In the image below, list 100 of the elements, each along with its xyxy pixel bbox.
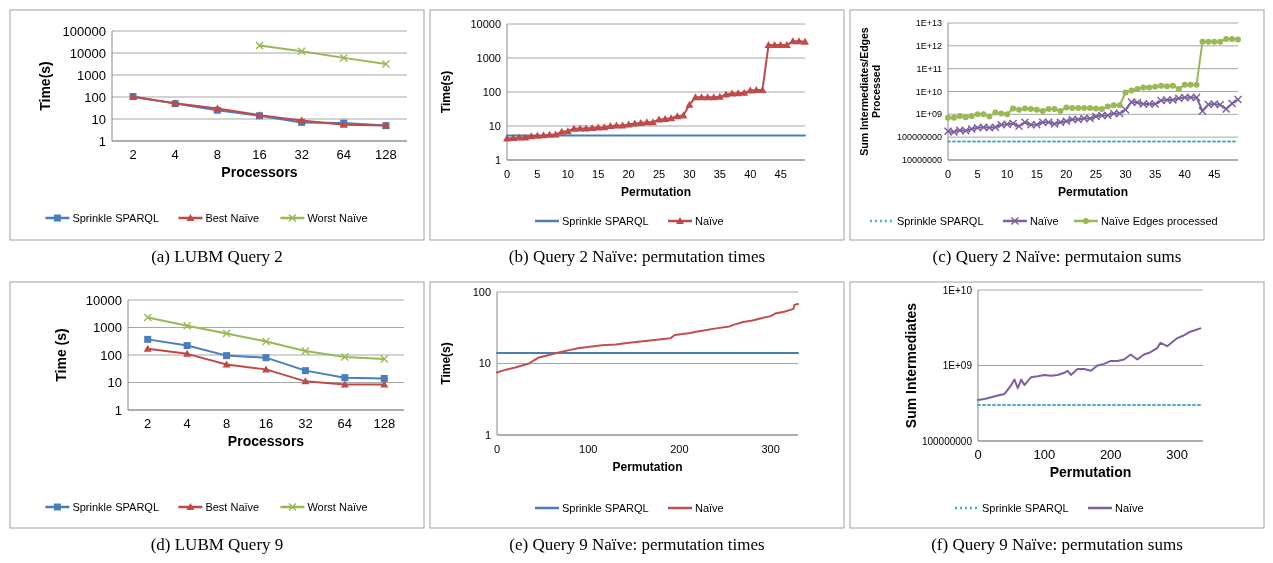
x-tick-label: 40 [744,168,757,180]
y-tick-label: 1000 [93,320,122,336]
y-tick-label: 10 [107,375,122,391]
y-tick-label: 100 [472,285,491,298]
x-tick-label: 40 [1178,168,1191,180]
x-tick-label: 300 [1166,447,1188,462]
x-tick-label: 15 [1030,168,1043,180]
x-axis-title: Processors [221,164,298,180]
legend-label: Best Naïve [205,211,260,224]
legend-label: Worst Naïve [307,211,368,224]
x-tick-label: 10 [561,168,574,180]
y-tick-label: 1E+10 [942,284,973,296]
x-tick-label: 30 [683,168,696,180]
legend-label: Naïve [695,501,724,514]
x-tick-label: 128 [373,416,396,431]
y-tick-label: 1 [494,153,501,166]
x-tick-label: 2 [129,147,137,162]
x-tick-label: 30 [1119,168,1132,180]
y-axis-title: Time(s) [439,342,453,385]
text: (a) LUBM Query 2 [151,247,283,266]
y-tick-label: 1000 [476,51,501,64]
y-tick-label: 100000000 [896,132,942,143]
legend-label: Sprinkle SPARQL [896,214,984,227]
x-tick-label: 0 [493,443,501,455]
x-tick-label: 45 [774,168,787,180]
legend-label: Naïve [1029,214,1059,227]
legend-label: Naïve Edges processed [1100,214,1218,227]
y-tick-label: 1E+09 [942,360,973,371]
x-tick-label: 25 [1089,168,1103,180]
x-tick-label: 8 [222,416,231,431]
y-tick-label: 1E+12 [915,40,942,51]
text: (f) Query 9 Naïve: permutation sums [931,535,1183,554]
x-axis-title: Permutation [612,460,683,474]
x-tick-label: 15 [592,168,605,180]
x-tick-label: 300 [761,443,780,455]
y-tick-label: 1000 [77,67,106,83]
y-tick-label: 10000 [85,292,122,308]
y-tick-label: 100 [482,85,501,98]
legend-label: Worst Naïve [307,500,368,513]
x-axis-title: Permutation [1049,464,1132,480]
legend-label: Sprinkle SPARQL [72,500,160,513]
x-tick-label: 35 [713,168,726,180]
text: (e) Query 9 Naïve: permutation times [509,535,765,554]
x-tick-label: 200 [670,443,689,455]
y-tick-label: 1E+11 [916,63,942,74]
x-tick-label: 20 [1060,168,1073,180]
legend-label: Sprinkle SPARQL [562,214,649,227]
y-tick-label: 1 [98,133,106,149]
text: (d) LUBM Query 9 [150,535,284,554]
x-tick-label: 2 [144,416,152,431]
y-axis-title: Time (s) [53,328,69,382]
x-tick-label: 64 [337,416,353,431]
x-tick-label: 5 [534,168,541,180]
x-tick-label: 16 [252,147,267,162]
x-axis-title: Processors [227,433,305,449]
y-tick-label: 1E+09 [915,109,942,120]
x-tick-label: 4 [171,147,179,162]
y-tick-label: 10 [91,111,106,127]
x-tick-label: 0 [503,168,511,180]
y-tick-label: 100000 [62,23,106,39]
y-tick-label: 1 [484,428,491,441]
y-tick-label: 100 [100,347,122,363]
text: (c) Query 2 Naïve: permutaion sums [932,247,1182,266]
x-tick-label: 0 [944,168,952,180]
x-tick-label: 20 [622,168,635,180]
legend-label: Naïve [695,214,724,227]
x-tick-label: 32 [294,147,309,162]
legend-label: Sprinkle SPARQL [982,501,1069,514]
y-tick-label: 10 [478,357,491,370]
x-tick-label: 5 [974,168,981,180]
x-axis-title: Permutation [620,185,692,199]
x-tick-label: 100 [579,443,598,455]
y-tick-label: 1E+10 [915,86,942,97]
x-tick-label: 128 [375,147,397,162]
legend-label: Naïve [1115,501,1144,514]
text: (b) Query 2 Naïve: permutation times [508,247,766,266]
x-axis-title: Permutation [1057,185,1129,199]
y-tick-label: 1E+13 [915,18,942,29]
y-tick-label: 10 [488,119,501,132]
x-tick-label: 16 [258,416,274,431]
y-tick-label: 10000 [69,45,106,61]
y-tick-label: 10000000 [901,155,942,166]
y-axis-title: Sum Intermediates [903,302,919,429]
y-axis-title: Time(s) [37,61,53,111]
x-tick-label: 0 [974,447,982,462]
legend-label: Sprinkle SPARQL [72,211,160,224]
x-tick-label: 25 [652,168,666,180]
x-tick-label: 45 [1208,168,1221,180]
x-tick-label: 64 [336,147,352,162]
y-tick-label: 10000 [470,17,501,30]
y-axis-title: Sum Intermediates/Edges Processed [858,27,883,156]
x-tick-label: 10 [1001,168,1014,180]
x-tick-label: 8 [213,147,221,162]
x-tick-label: 32 [298,416,313,431]
x-tick-label: 100 [1033,447,1056,462]
legend-label: Best Naïve [205,500,260,513]
y-tick-label: 1 [114,402,122,418]
y-tick-label: 100000000 [921,435,973,447]
y-axis-title: Time(s) [439,70,453,114]
x-tick-label: 200 [1099,447,1122,462]
